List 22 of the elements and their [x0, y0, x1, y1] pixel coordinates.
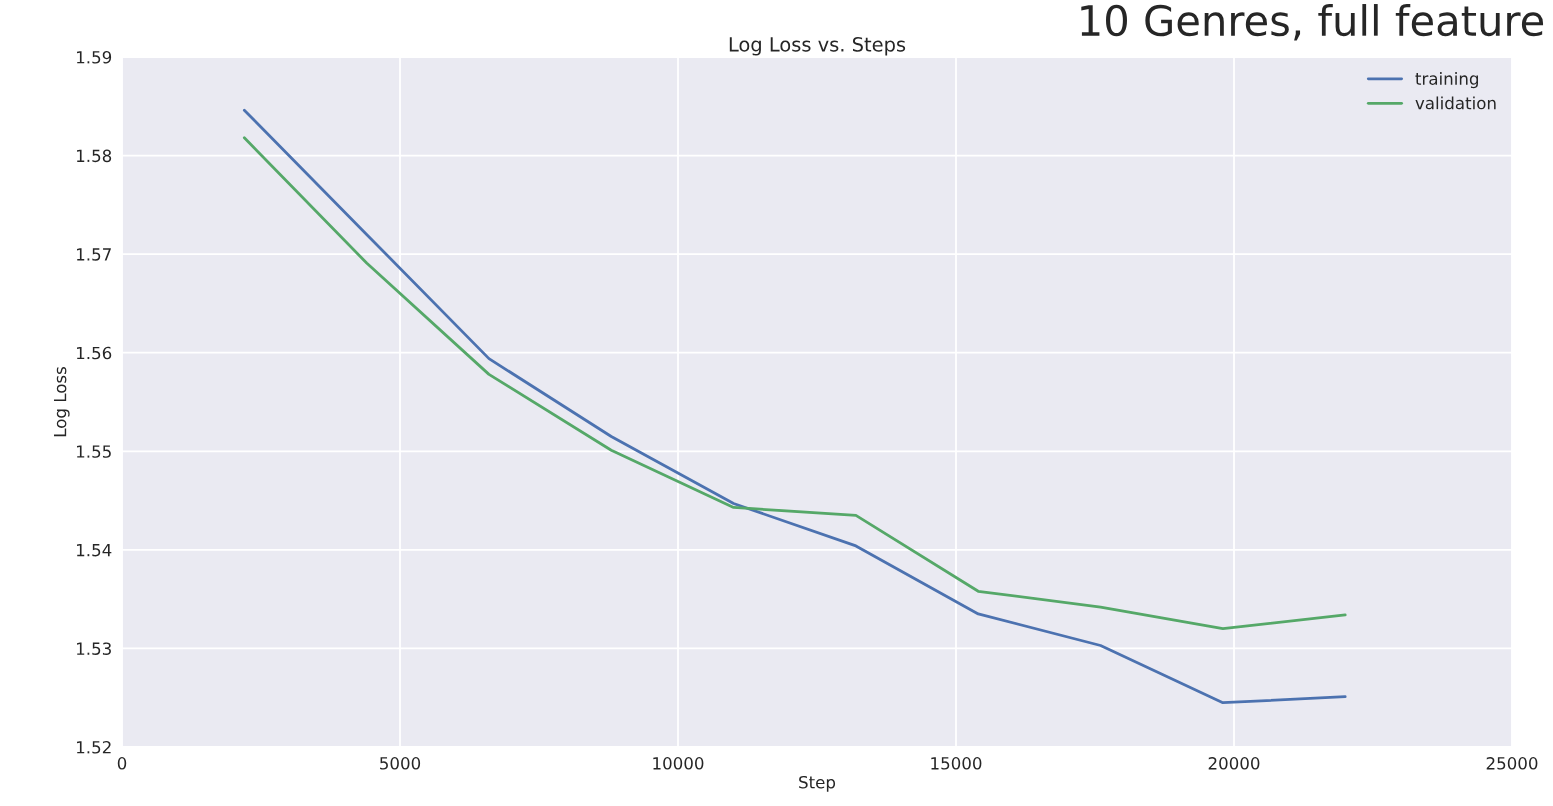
x-tick-label: 20000	[1208, 757, 1260, 770]
y-axis-title: Log Loss	[54, 367, 70, 437]
x-tick-label: 5000	[380, 757, 421, 770]
x-tick-label: 0	[117, 757, 127, 770]
y-tick-label: 1.54	[77, 544, 112, 557]
y-tick-label: 1.55	[77, 445, 111, 458]
line-series	[242, 136, 1347, 631]
y-tick-label: 1.56	[77, 346, 112, 360]
legend-label: training	[1415, 72, 1478, 89]
y-tick-label: 1.58	[77, 149, 112, 163]
x-tick-label: 10000	[653, 757, 704, 770]
x-tick-label: 25000	[1486, 757, 1538, 770]
text: 10 Genres, full feature	[1081, 4, 1544, 41]
chart-title: Log Loss vs. Steps	[729, 37, 906, 56]
legend-label: validation	[1415, 96, 1496, 110]
y-tick-label: 1.53	[77, 642, 111, 655]
x-axis-title: Step	[799, 775, 836, 792]
y-tick-label: 1.52	[77, 740, 111, 754]
y-tick-label: 1.57	[77, 248, 111, 261]
line-series	[242, 108, 1347, 705]
x-tick-label: 15000	[931, 757, 982, 770]
y-tick-label: 1.59	[77, 50, 112, 64]
